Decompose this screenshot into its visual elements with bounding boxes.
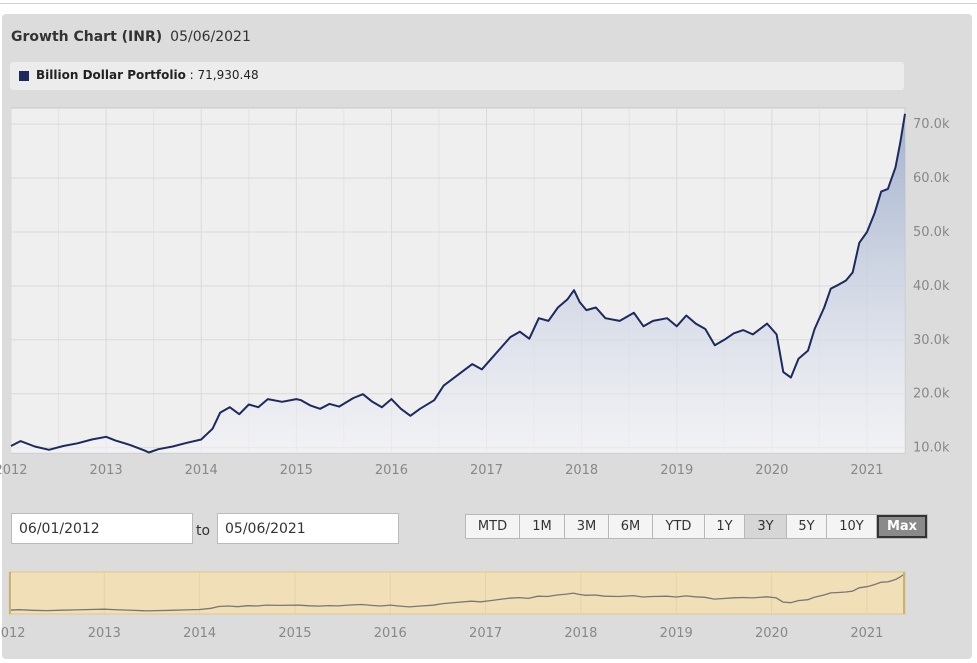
range-to-label: to (196, 523, 211, 539)
legend-swatch (19, 71, 29, 81)
navigator-handle-left (9, 572, 11, 614)
y-tick-label: 70.0k (913, 117, 950, 132)
x-tick-label: 2020 (755, 463, 788, 478)
navigator-series-line (8, 573, 906, 612)
period-button-3y[interactable]: 3Y (745, 515, 787, 538)
navigator-tick-label: 2019 (660, 626, 693, 641)
x-tick-label: 2021 (850, 463, 883, 478)
legend-series-value: 71,930.48 (197, 68, 259, 82)
x-tick-label: 2014 (185, 463, 218, 478)
x-tick-label: 2018 (565, 463, 598, 478)
x-tick-label: 2013 (90, 463, 123, 478)
top-divider (0, 0, 977, 4)
period-button-ytd[interactable]: YTD (653, 515, 705, 538)
y-tick-label: 20.0k (913, 387, 950, 402)
y-tick-label: 60.0k (913, 171, 950, 186)
navigator-tick-label: 2018 (564, 626, 597, 641)
chart-header: Growth Chart (INR) 05/06/2021 (11, 29, 251, 45)
navigator-handle-right (903, 572, 905, 614)
legend-series-name: Billion Dollar Portfolio (36, 68, 186, 82)
navigator-tick-label: 2016 (374, 626, 407, 641)
period-button-mtd[interactable]: MTD (466, 515, 520, 538)
end-date-input[interactable] (217, 513, 399, 544)
x-tick-label: 2017 (470, 463, 503, 478)
navigator-tick-label: 2015 (278, 626, 311, 641)
y-tick-label: 50.0k (913, 225, 950, 240)
navigator-tick-label: 2014 (183, 626, 216, 641)
period-button-group: MTD 1M 3M 6M YTD 1Y 3Y 5Y 10Y Max (465, 514, 928, 539)
y-tick-label: 30.0k (913, 333, 950, 348)
navigator-tick-label: 2012 (0, 626, 26, 641)
series-area (11, 113, 905, 454)
x-tick-label: 2012 (0, 463, 28, 478)
x-tick-label: 2015 (280, 463, 313, 478)
navigator-range (8, 571, 906, 615)
period-button-3m[interactable]: 3M (565, 515, 609, 538)
period-button-1y[interactable]: 1Y (705, 515, 745, 538)
series-line (10, 113, 906, 454)
navigator-tick-label: 2020 (755, 626, 788, 641)
x-tick-label: 2016 (375, 463, 408, 478)
y-tick-label: 40.0k (913, 279, 950, 294)
start-date-input[interactable] (11, 513, 193, 544)
period-button-5y[interactable]: 5Y (787, 515, 827, 538)
legend-entry[interactable]: Billion Dollar Portfolio : 71,930.48 (36, 68, 259, 82)
period-button-6m[interactable]: 6M (609, 515, 653, 538)
chart-date: 05/06/2021 (170, 29, 251, 45)
x-tick-label: 2019 (660, 463, 693, 478)
period-button-1m[interactable]: 1M (520, 515, 565, 538)
navigator-tick-label: 2021 (850, 626, 883, 641)
navigator-tick-label: 2017 (469, 626, 502, 641)
period-button-max[interactable]: Max (877, 515, 927, 538)
y-tick-label: 10.0k (913, 441, 950, 456)
legend-colon: : (189, 68, 198, 82)
period-button-10y[interactable]: 10Y (827, 515, 877, 538)
legend: Billion Dollar Portfolio : 71,930.48 (10, 62, 904, 90)
navigator-tick-label: 2013 (88, 626, 121, 641)
chart-title: Growth Chart (INR) (11, 29, 163, 45)
